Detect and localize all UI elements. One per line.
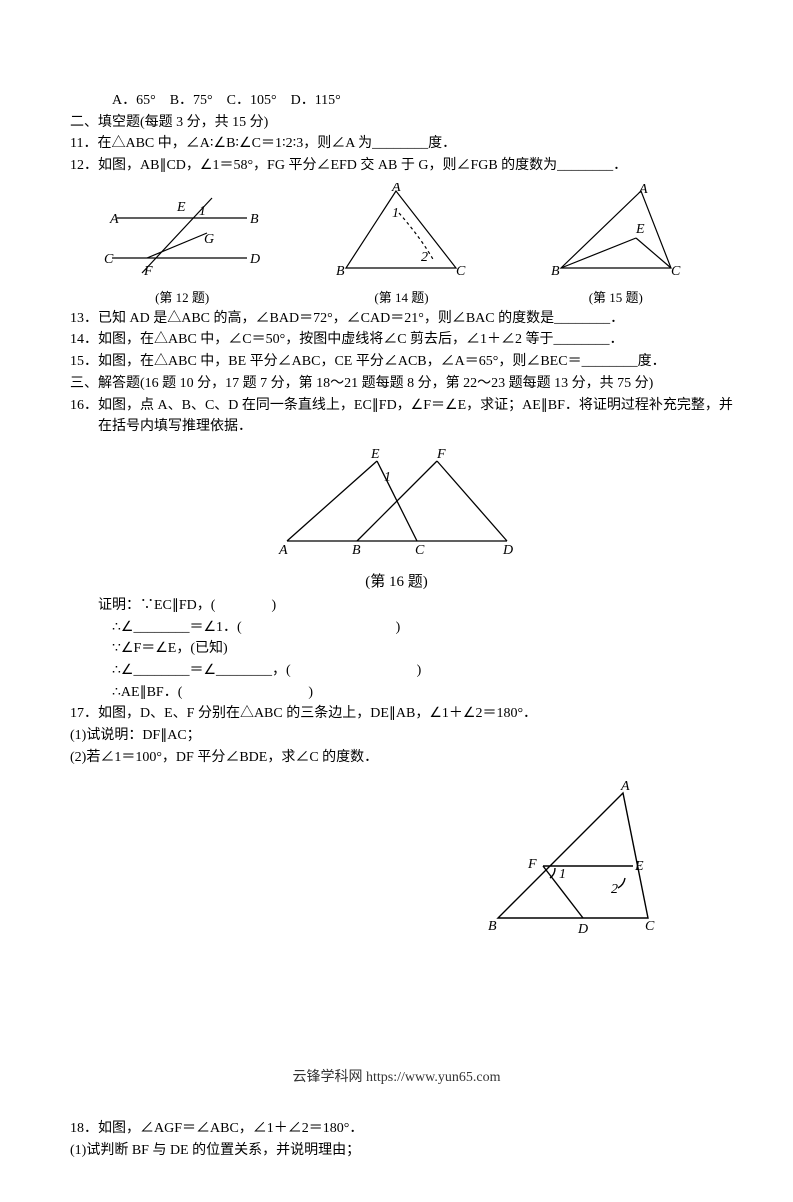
q17: 17．如图，D、E、F 分别在△ABC 的三条边上，DE∥AB，∠1＋∠2＝18… xyxy=(70,703,723,725)
fig12-A: A xyxy=(109,212,119,227)
footer: 云锋学科网 https://www.yun65.com xyxy=(0,1066,793,1086)
proof-line-2: ∴∠________＝∠1．( ) xyxy=(70,617,723,639)
fig16-F: F xyxy=(436,447,446,462)
fig14-svg: A B C 1 2 xyxy=(326,183,476,278)
q16-line2: 在括号内填写推理依据． xyxy=(70,416,723,438)
fig16-caption: (第 16 题) xyxy=(70,570,723,591)
q15: 15．如图，在△ABC 中，BE 平分∠ABC，CE 平分∠ACB，∠A＝65°… xyxy=(70,351,723,373)
fig16-box: A B C D E F 1 (第 16 题) xyxy=(70,446,723,591)
fig15-E: E xyxy=(635,222,645,237)
fig16-C: C xyxy=(415,543,425,558)
q16-line1: 16．如图，点 A、B、C、D 在同一条直线上，EC∥FD，∠F＝∠E，求证；A… xyxy=(70,395,723,417)
fig12-F: F xyxy=(143,264,153,278)
fig17-2: 2 xyxy=(611,882,618,897)
fig16-svg: A B C D E F 1 xyxy=(267,446,527,561)
fig12-svg: A B C D E F G 1 xyxy=(102,193,262,278)
fig14-A: A xyxy=(391,183,401,195)
fig16-D: D xyxy=(502,543,513,558)
fig12-B: B xyxy=(250,212,259,227)
spacer xyxy=(70,938,723,1118)
proof-line-3: ∵∠F＝∠E，(已知) xyxy=(70,638,723,660)
fig17-1: 1 xyxy=(559,867,566,882)
fig14-C: C xyxy=(456,264,466,278)
proof-line-4: ∴∠________＝∠________，( ) xyxy=(70,660,723,682)
page: A．65° B．75° C．105° D．115° 二、填空题(每题 3 分，共… xyxy=(0,0,793,1202)
fig12-caption: (第 12 题) xyxy=(102,287,262,306)
figure-row-1: A B C D E F G 1 (第 12 题) A B C 1 xyxy=(70,183,723,306)
fig15-A: A xyxy=(638,183,648,197)
fig15-svg: A B C E xyxy=(541,183,691,278)
fig17-B: B xyxy=(488,919,497,934)
q14: 14．如图，在△ABC 中，∠C＝50°，按图中虚线将∠C 剪去后，∠1＋∠2 … xyxy=(70,329,723,351)
fig17-box: A B C D E F 1 2 xyxy=(70,778,723,938)
q17-2: (2)若∠1＝100°，DF 平分∠BDE，求∠C 的度数． xyxy=(70,747,723,769)
fig14-caption: (第 14 题) xyxy=(326,287,476,306)
fig14-B: B xyxy=(336,264,345,278)
fig17-E: E xyxy=(634,859,644,874)
q17-1: (1)试说明：DF∥AC； xyxy=(70,725,723,747)
fig14-box: A B C 1 2 (第 14 题) xyxy=(326,183,476,306)
q12: 12．如图，AB∥CD，∠1＝58°，FG 平分∠EFD 交 AB 于 G，则∠… xyxy=(70,155,723,177)
mc-choices: A．65° B．75° C．105° D．115° xyxy=(70,90,723,112)
fig17-A: A xyxy=(620,779,630,794)
section-2-heading: 二、填空题(每题 3 分，共 15 分) xyxy=(70,112,723,134)
fig14-1: 1 xyxy=(392,206,399,221)
fig12-G: G xyxy=(204,232,214,247)
fig14-2: 2 xyxy=(421,250,428,265)
fig15-caption: (第 15 题) xyxy=(541,287,691,306)
proof-line-5: ∴AE∥BF．( ) xyxy=(70,682,723,704)
fig15-box: A B C E (第 15 题) xyxy=(541,183,691,306)
fig16-1: 1 xyxy=(384,470,391,485)
fig16-E: E xyxy=(370,447,380,462)
proof-line-1: 证明：∵EC∥FD，( ) xyxy=(70,595,723,617)
fig16-A: A xyxy=(278,543,288,558)
q11: 11．在△ABC 中，∠A∶∠B∶∠C＝1∶2∶3，则∠A 为________度… xyxy=(70,133,723,155)
q13: 13．已知 AD 是△ABC 的高，∠BAD＝72°，∠CAD＝21°，则∠BA… xyxy=(70,308,723,330)
fig17-F: F xyxy=(527,857,537,872)
fig16-B: B xyxy=(352,543,361,558)
fig12-D: D xyxy=(249,252,260,267)
q18-1: (1)试判断 BF 与 DE 的位置关系，并说明理由； xyxy=(70,1140,723,1162)
fig12-C: C xyxy=(104,252,114,267)
fig15-B: B xyxy=(551,264,560,278)
section-3-heading: 三、解答题(16 题 10 分，17 题 7 分，第 18～21 题每题 8 分… xyxy=(70,373,723,395)
fig12-box: A B C D E F G 1 (第 12 题) xyxy=(102,193,262,306)
fig15-C: C xyxy=(671,264,681,278)
fig17-svg: A B C D E F 1 2 xyxy=(483,778,663,938)
fig12-1: 1 xyxy=(199,204,206,219)
fig17-C: C xyxy=(645,919,655,934)
fig17-D: D xyxy=(577,922,588,937)
fig12-E: E xyxy=(176,200,186,215)
